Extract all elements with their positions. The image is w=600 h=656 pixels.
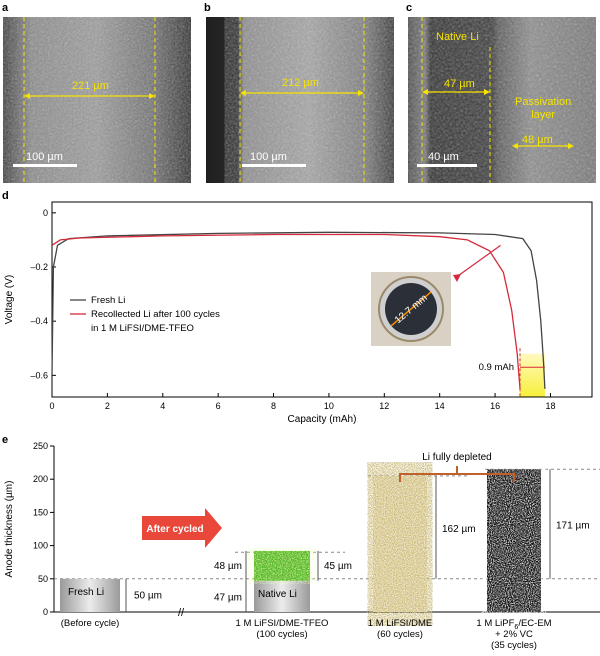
x-tick-label: 16: [490, 401, 500, 411]
bar-label: (100 cycles): [256, 629, 307, 640]
pointer-arrow-head: [453, 274, 461, 282]
bar-label: + 2% VC: [495, 629, 533, 640]
y-tick-label: 0: [43, 607, 48, 617]
x-tick-label: 6: [216, 401, 221, 411]
axis-break: //: [178, 607, 185, 619]
x-tick-label: 14: [435, 401, 445, 411]
bar-label-subscript: 6: [514, 624, 518, 631]
anode-thickness-chart: 0 50 100 150 200 250 Anode thickness (µm) // Fre…: [4, 441, 600, 651]
y-axis-label: Anode thickness (µm): [4, 481, 15, 578]
bar-label: 1 M LiFSI/DME: [368, 618, 432, 629]
recollected-li-curve: [51, 233, 521, 389]
depleted-label: Li fully depleted: [422, 452, 492, 463]
passivation-bar-texture: [254, 550, 310, 581]
panel-b-label: b: [204, 2, 211, 14]
panel-d: d 0 2 4 6 8 10 12 14 16 18 0 –0.2 –0.4 –0.6 Capacity (…: [0, 190, 600, 430]
legend-label: Fresh Li: [91, 295, 125, 306]
passivation-thickness-label: 48 µm: [522, 134, 553, 146]
dimension-label: 47 µm: [214, 592, 242, 603]
legend-label: Recollected Li after 100 cycles: [91, 309, 220, 320]
panel-e: e 0 50 100 150 200 250 Anode thickness (µm) // F…: [0, 432, 600, 656]
y-tick-label: –0.2: [30, 262, 48, 272]
after-cycled-label: After cycled: [146, 524, 203, 535]
sem-image-b: [206, 17, 394, 183]
panel-e-label: e: [2, 434, 9, 446]
x-tick-label: 2: [105, 401, 110, 411]
y-tick-label: –0.4: [30, 316, 48, 326]
y-tick-label: 250: [33, 441, 48, 451]
panel-d-label: d: [2, 190, 9, 202]
x-tick-label: 10: [324, 401, 334, 411]
bar-label-before: (Before cycle): [61, 618, 120, 629]
scale-bar-label-a: 100 µm: [26, 151, 63, 163]
thickness-label-b: 212 µm: [282, 77, 319, 89]
x-tick-label: 18: [545, 401, 555, 411]
y-tick-label: 150: [33, 507, 48, 517]
y-tick-label: 50: [38, 574, 48, 584]
fresh-li-bar: [60, 578, 120, 612]
panel-a-label: a: [2, 2, 9, 14]
x-tick-label: 0: [49, 401, 54, 411]
bar-label-part: /EC-EM: [518, 618, 551, 629]
bar-label: 1 M LiFSI/DME-TFEO: [236, 618, 329, 629]
capacity-difference-region: [520, 353, 545, 397]
panel-c-label: c: [406, 2, 413, 14]
bar-label-part: 1 M LiPF: [476, 618, 514, 629]
sem-image-a: [3, 17, 191, 183]
lipf6-bar-texture: [487, 469, 541, 612]
native-li-label: Native Li: [436, 31, 479, 43]
thickness-label-a: 221 µm: [72, 80, 109, 92]
native-li-bar: [254, 580, 310, 612]
y-tick-label: –0.6: [30, 370, 48, 380]
fresh-li-label: Fresh Li: [68, 587, 104, 598]
thickness-label-c: 47 µm: [444, 78, 475, 90]
dimension-label: 48 µm: [214, 561, 242, 572]
passivation-label-line1: Passivation: [515, 96, 572, 108]
dimension-label: 45 µm: [324, 561, 352, 572]
passivation-label: Passivation layer: [515, 96, 571, 122]
after-cycled-arrow: [142, 508, 222, 548]
dimension-label: 162 µm: [442, 524, 476, 535]
y-tick-label: 100: [33, 541, 48, 551]
y-axis-label: Voltage (V): [4, 275, 15, 324]
lifsi-dme-bar-texture: [373, 475, 427, 612]
scale-bar-label-b: 100 µm: [250, 151, 287, 163]
difference-label: 0.9 mAh: [479, 362, 514, 373]
y-tick-label: 0: [43, 208, 48, 218]
panel-b: b 212 µm 100 µm: [200, 0, 395, 185]
panel-a: a 221 µm 100 µm: [0, 0, 192, 185]
bar-label: (35 cycles): [491, 640, 537, 651]
passivation-label-line2: layer: [531, 109, 556, 121]
bar-label: 1 M LiPF6/EC-EM: [476, 618, 551, 631]
x-tick-label: 8: [271, 401, 276, 411]
legend-label-line2: in 1 M LiFSI/DME-TFEO: [91, 323, 194, 334]
dimension-label: 171 µm: [556, 521, 590, 532]
y-tick-label: 200: [33, 474, 48, 484]
diameter-line: [390, 291, 432, 327]
dimension-label: 50 µm: [134, 590, 162, 601]
x-axis-label: Capacity (mAh): [288, 414, 357, 425]
bar-label: (60 cycles): [377, 629, 423, 640]
scale-bar-label-c: 40 µm: [428, 151, 459, 163]
voltage-chart: 0 2 4 6 8 10 12 14 16 18 0 –0.2 –0.4 –0.6 Capacity (mA…: [4, 201, 593, 425]
panel-c: c Native Li 47 µm Passivation layer 48 µ…: [400, 0, 600, 185]
x-tick-label: 4: [160, 401, 165, 411]
pointer-arrow-line: [454, 244, 501, 279]
fresh-li-curve: [51, 231, 546, 389]
plot-frame: [51, 201, 593, 398]
sem-image-c: [408, 17, 596, 183]
native-li-label: Native Li: [258, 589, 297, 600]
x-tick-label: 12: [379, 401, 389, 411]
